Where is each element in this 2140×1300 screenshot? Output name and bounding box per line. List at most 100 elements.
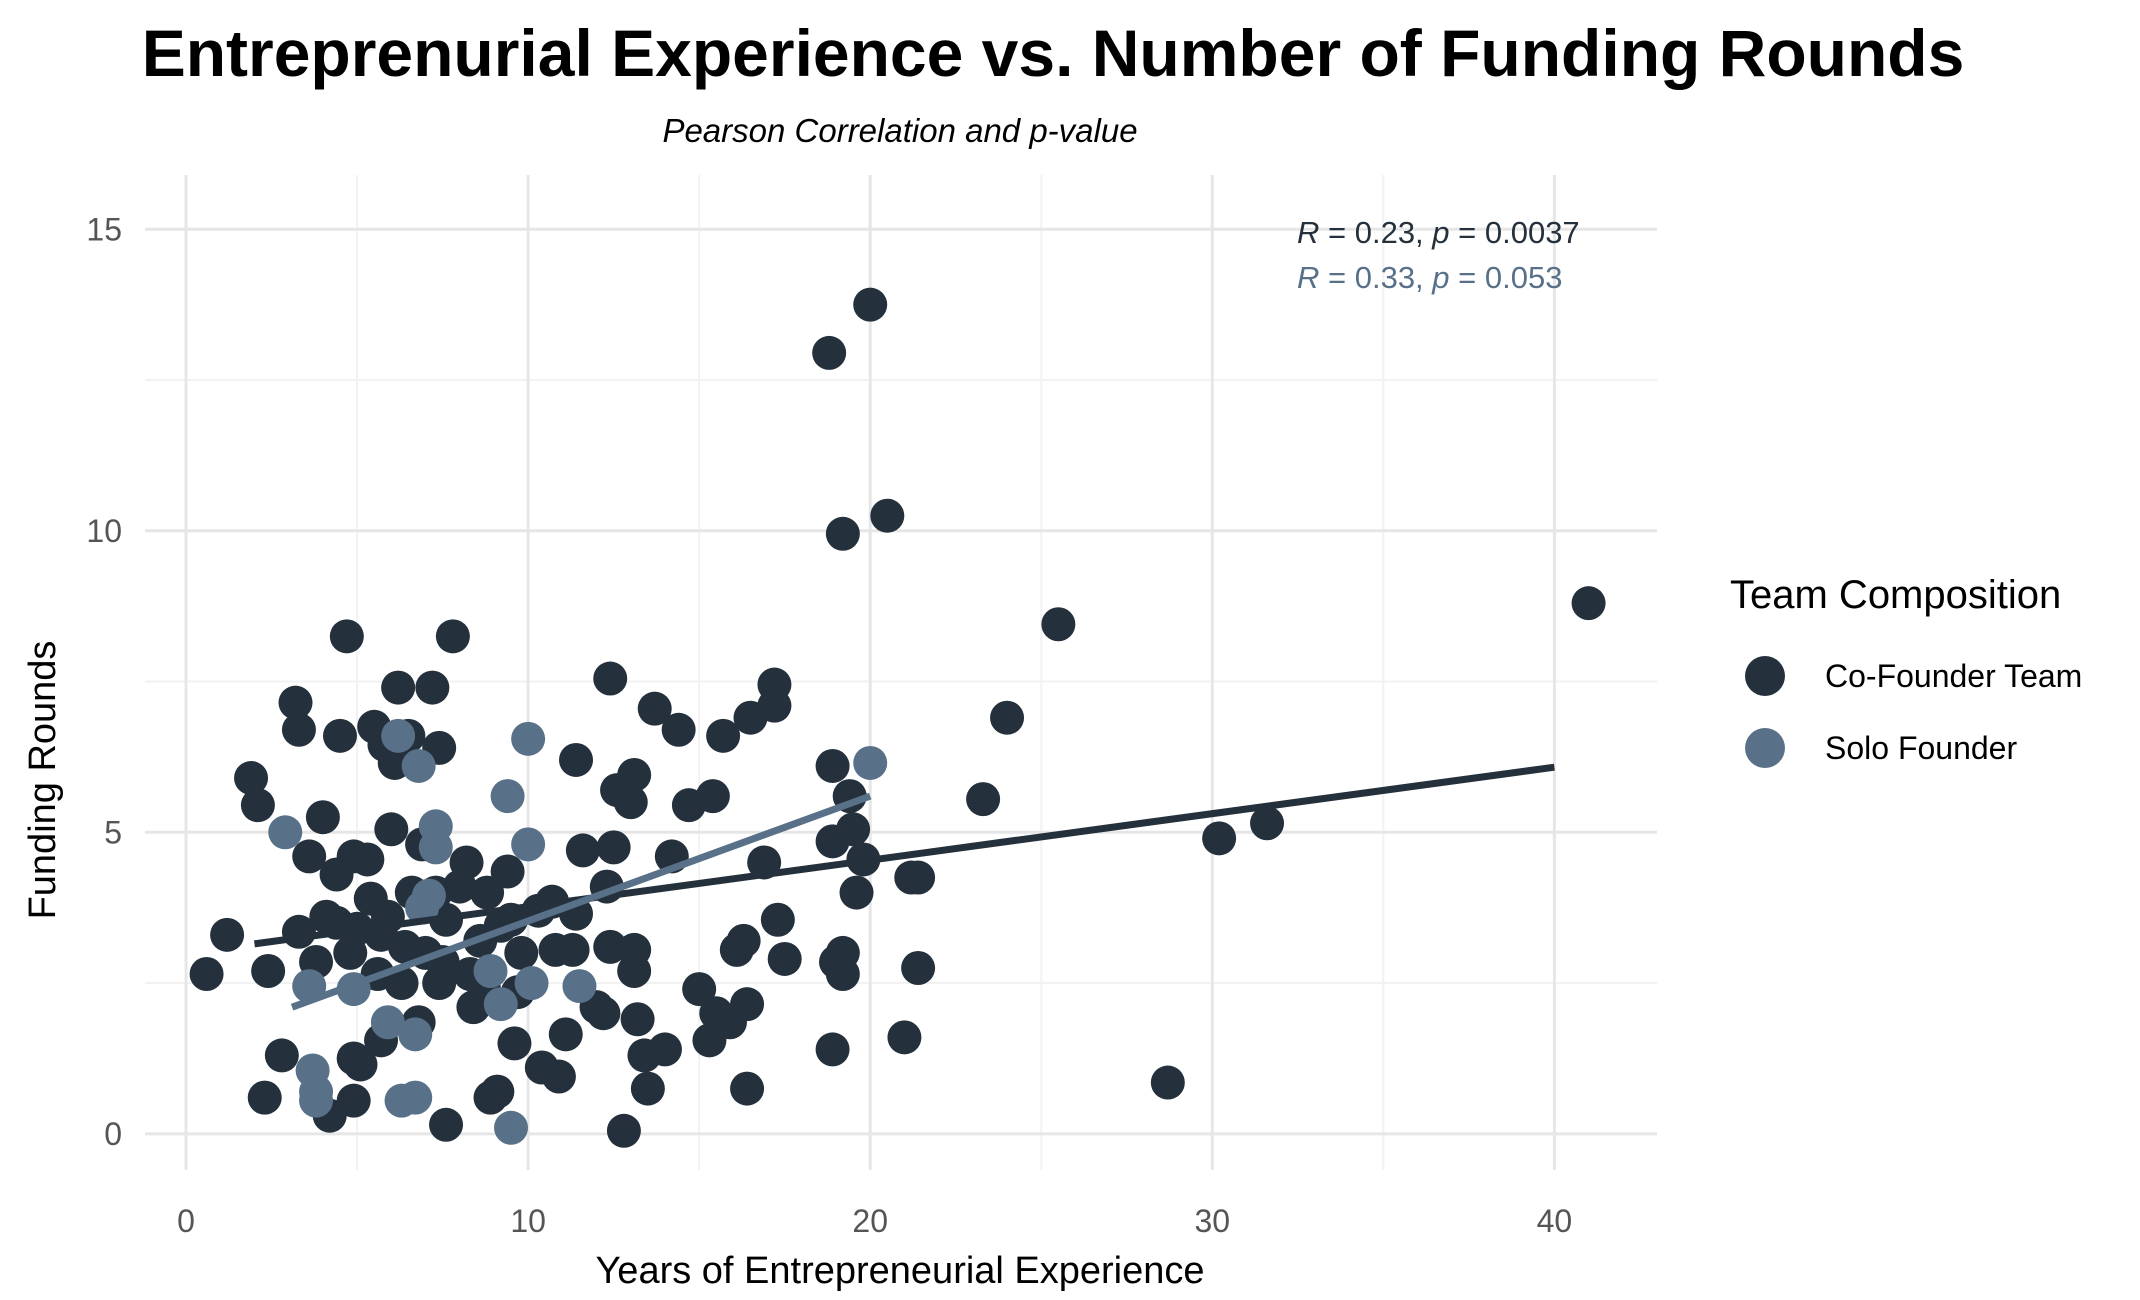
data-point-co-founder <box>278 685 313 720</box>
data-point-co-founder <box>264 1038 299 1073</box>
data-point-co-founder <box>480 1074 515 1109</box>
x-tick-label: 20 <box>852 1203 888 1239</box>
data-point-co-founder <box>613 785 648 820</box>
data-point-co-founder <box>189 957 224 992</box>
data-point-solo <box>483 987 518 1022</box>
y-tick-label: 15 <box>86 211 122 247</box>
data-point-solo <box>494 1110 529 1145</box>
data-point-co-founder <box>726 923 761 958</box>
data-point-co-founder <box>825 516 860 551</box>
data-point-co-founder <box>429 1107 464 1142</box>
data-point-co-founder <box>1150 1065 1185 1100</box>
data-point-co-founder <box>706 718 741 753</box>
data-point-co-founder <box>1250 806 1285 841</box>
data-point-co-founder <box>990 700 1025 735</box>
y-tick-label: 10 <box>86 513 122 549</box>
data-point-co-founder <box>548 1017 583 1052</box>
data-point-solo <box>490 779 525 814</box>
legend-title: Team Composition <box>1730 573 2061 617</box>
data-point-solo <box>401 748 436 783</box>
data-point-co-founder <box>661 712 696 747</box>
data-point-co-founder <box>606 1113 641 1148</box>
data-point-co-founder <box>1202 821 1237 856</box>
data-point-co-founder <box>1571 586 1606 621</box>
data-point-co-founder <box>559 742 594 777</box>
data-point-co-founder <box>504 935 539 970</box>
data-point-co-founder <box>470 875 505 910</box>
data-point-solo <box>514 966 549 1001</box>
chart-subtitle: Pearson Correlation and p-value <box>662 112 1137 149</box>
data-point-co-founder <box>329 619 364 654</box>
data-point-co-founder <box>630 1071 665 1106</box>
data-point-solo <box>299 1083 334 1118</box>
data-point-co-founder <box>901 950 936 985</box>
data-point-co-founder <box>350 842 385 877</box>
data-point-co-founder <box>541 1059 576 1094</box>
x-tick-label: 40 <box>1537 1203 1573 1239</box>
data-point-co-founder <box>1041 607 1076 642</box>
data-point-co-founder <box>247 1080 282 1115</box>
data-point-co-founder <box>682 972 717 1007</box>
data-points <box>189 287 1606 1148</box>
data-point-co-founder <box>240 788 275 823</box>
data-point-co-founder <box>415 670 450 705</box>
y-axis-title: Funding Rounds <box>22 641 64 920</box>
data-point-co-founder <box>381 670 416 705</box>
data-point-co-founder <box>596 830 631 865</box>
y-tick-label: 5 <box>104 814 122 850</box>
data-point-co-founder <box>812 335 847 370</box>
data-point-solo <box>370 1005 405 1040</box>
data-point-co-founder <box>815 1032 850 1067</box>
data-point-solo <box>398 1080 433 1115</box>
data-point-solo <box>411 878 446 913</box>
data-point-solo <box>511 827 546 862</box>
data-point-co-founder <box>322 718 357 753</box>
data-point-co-founder <box>901 860 936 895</box>
data-point-solo <box>268 815 303 850</box>
regression-lines <box>253 763 1555 1011</box>
data-point-co-founder <box>815 748 850 783</box>
stat-annotation-co-founder: R = 0.23, p = 0.0037 <box>1297 215 1580 250</box>
data-point-co-founder <box>730 1071 765 1106</box>
data-point-co-founder <box>730 987 765 1022</box>
data-point-co-founder <box>757 688 792 723</box>
data-point-solo <box>398 1017 433 1052</box>
data-point-co-founder <box>251 954 286 988</box>
x-tick-labels: 0 10 20 30 40 <box>177 1203 1572 1239</box>
data-point-co-founder <box>637 691 672 726</box>
legend-label-solo: Solo Founder <box>1825 730 2017 766</box>
data-point-co-founder <box>343 1047 378 1082</box>
data-point-co-founder <box>374 812 409 847</box>
data-point-co-founder <box>449 845 484 880</box>
data-point-co-founder <box>853 287 888 322</box>
data-point-co-founder <box>620 1002 655 1037</box>
y-tick-labels: 0 5 10 15 <box>86 211 122 1152</box>
data-point-co-founder <box>555 932 590 967</box>
data-point-solo <box>473 954 508 988</box>
data-point-co-founder <box>336 1083 371 1118</box>
data-point-co-founder <box>292 839 327 874</box>
x-tick-label: 10 <box>510 1203 546 1239</box>
data-point-co-founder <box>497 1026 532 1061</box>
data-point-co-founder <box>586 996 621 1031</box>
data-point-co-founder <box>617 758 652 793</box>
data-point-co-founder <box>966 782 1001 817</box>
data-point-co-founder <box>695 779 730 814</box>
data-point-co-founder <box>839 875 874 910</box>
data-point-co-founder <box>836 812 871 847</box>
data-point-co-founder <box>887 1020 922 1055</box>
data-point-co-founder <box>281 712 316 747</box>
y-tick-label: 0 <box>104 1116 122 1152</box>
data-point-co-founder <box>593 661 628 696</box>
trend-line-solo <box>290 792 872 1011</box>
data-point-solo <box>381 718 416 753</box>
stat-annotation-solo: R = 0.33, p = 0.053 <box>1297 260 1562 295</box>
data-point-co-founder <box>760 902 795 937</box>
data-point-co-founder <box>435 619 470 654</box>
legend-label-co-founder: Co-Founder Team <box>1825 658 2082 694</box>
data-point-co-founder <box>565 833 600 868</box>
data-point-solo <box>418 830 453 865</box>
trend-line-co-founder <box>253 763 1555 948</box>
data-point-co-founder <box>825 957 860 992</box>
